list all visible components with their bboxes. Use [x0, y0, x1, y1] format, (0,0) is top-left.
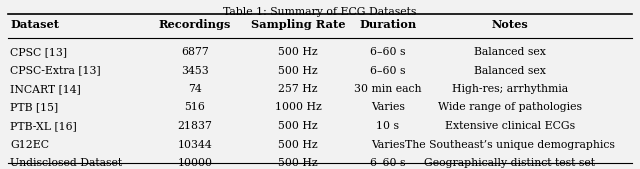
Text: 30 min each: 30 min each	[355, 84, 422, 94]
Text: 10000: 10000	[177, 158, 212, 168]
Text: 500 Hz: 500 Hz	[278, 139, 318, 150]
Text: 6–60 s: 6–60 s	[371, 66, 406, 76]
Text: Sampling Rate: Sampling Rate	[251, 19, 345, 30]
Text: 10344: 10344	[178, 139, 212, 150]
Text: 3453: 3453	[181, 66, 209, 76]
Text: PTB-XL [16]: PTB-XL [16]	[10, 121, 77, 131]
Text: Balanced sex: Balanced sex	[474, 66, 546, 76]
Text: Geographically distinct test set: Geographically distinct test set	[424, 158, 595, 168]
Text: The Southeast’s unique demographics: The Southeast’s unique demographics	[405, 139, 615, 150]
Text: 21837: 21837	[177, 121, 212, 131]
Text: CPSC-Extra [13]: CPSC-Extra [13]	[10, 66, 100, 76]
Text: INCART [14]: INCART [14]	[10, 84, 81, 94]
Text: 500 Hz: 500 Hz	[278, 121, 318, 131]
Text: Notes: Notes	[492, 19, 529, 30]
Text: 516: 516	[184, 103, 205, 113]
Text: Varies: Varies	[371, 139, 405, 150]
Text: High-res; arrhythmia: High-res; arrhythmia	[452, 84, 568, 94]
Text: PTB [15]: PTB [15]	[10, 103, 58, 113]
Text: Balanced sex: Balanced sex	[474, 47, 546, 57]
Text: CPSC [13]: CPSC [13]	[10, 47, 67, 57]
Text: G12EC: G12EC	[10, 139, 49, 150]
Text: Dataset: Dataset	[10, 19, 59, 30]
Text: 10 s: 10 s	[376, 121, 399, 131]
Text: 257 Hz: 257 Hz	[278, 84, 317, 94]
Text: Table 1: Summary of ECG Datasets: Table 1: Summary of ECG Datasets	[223, 7, 417, 17]
Text: 500 Hz: 500 Hz	[278, 47, 318, 57]
Text: Recordings: Recordings	[159, 19, 231, 30]
Text: Extensive clinical ECGs: Extensive clinical ECGs	[445, 121, 575, 131]
Text: Duration: Duration	[360, 19, 417, 30]
Text: Varies: Varies	[371, 103, 405, 113]
Text: 1000 Hz: 1000 Hz	[275, 103, 321, 113]
Text: Undisclosed Dataset: Undisclosed Dataset	[10, 158, 122, 168]
Text: 500 Hz: 500 Hz	[278, 66, 318, 76]
Text: 6877: 6877	[181, 47, 209, 57]
Text: 74: 74	[188, 84, 202, 94]
Text: Wide range of pathologies: Wide range of pathologies	[438, 103, 582, 113]
Text: 6–60 s: 6–60 s	[371, 47, 406, 57]
Text: 6–60 s: 6–60 s	[371, 158, 406, 168]
Text: 500 Hz: 500 Hz	[278, 158, 318, 168]
